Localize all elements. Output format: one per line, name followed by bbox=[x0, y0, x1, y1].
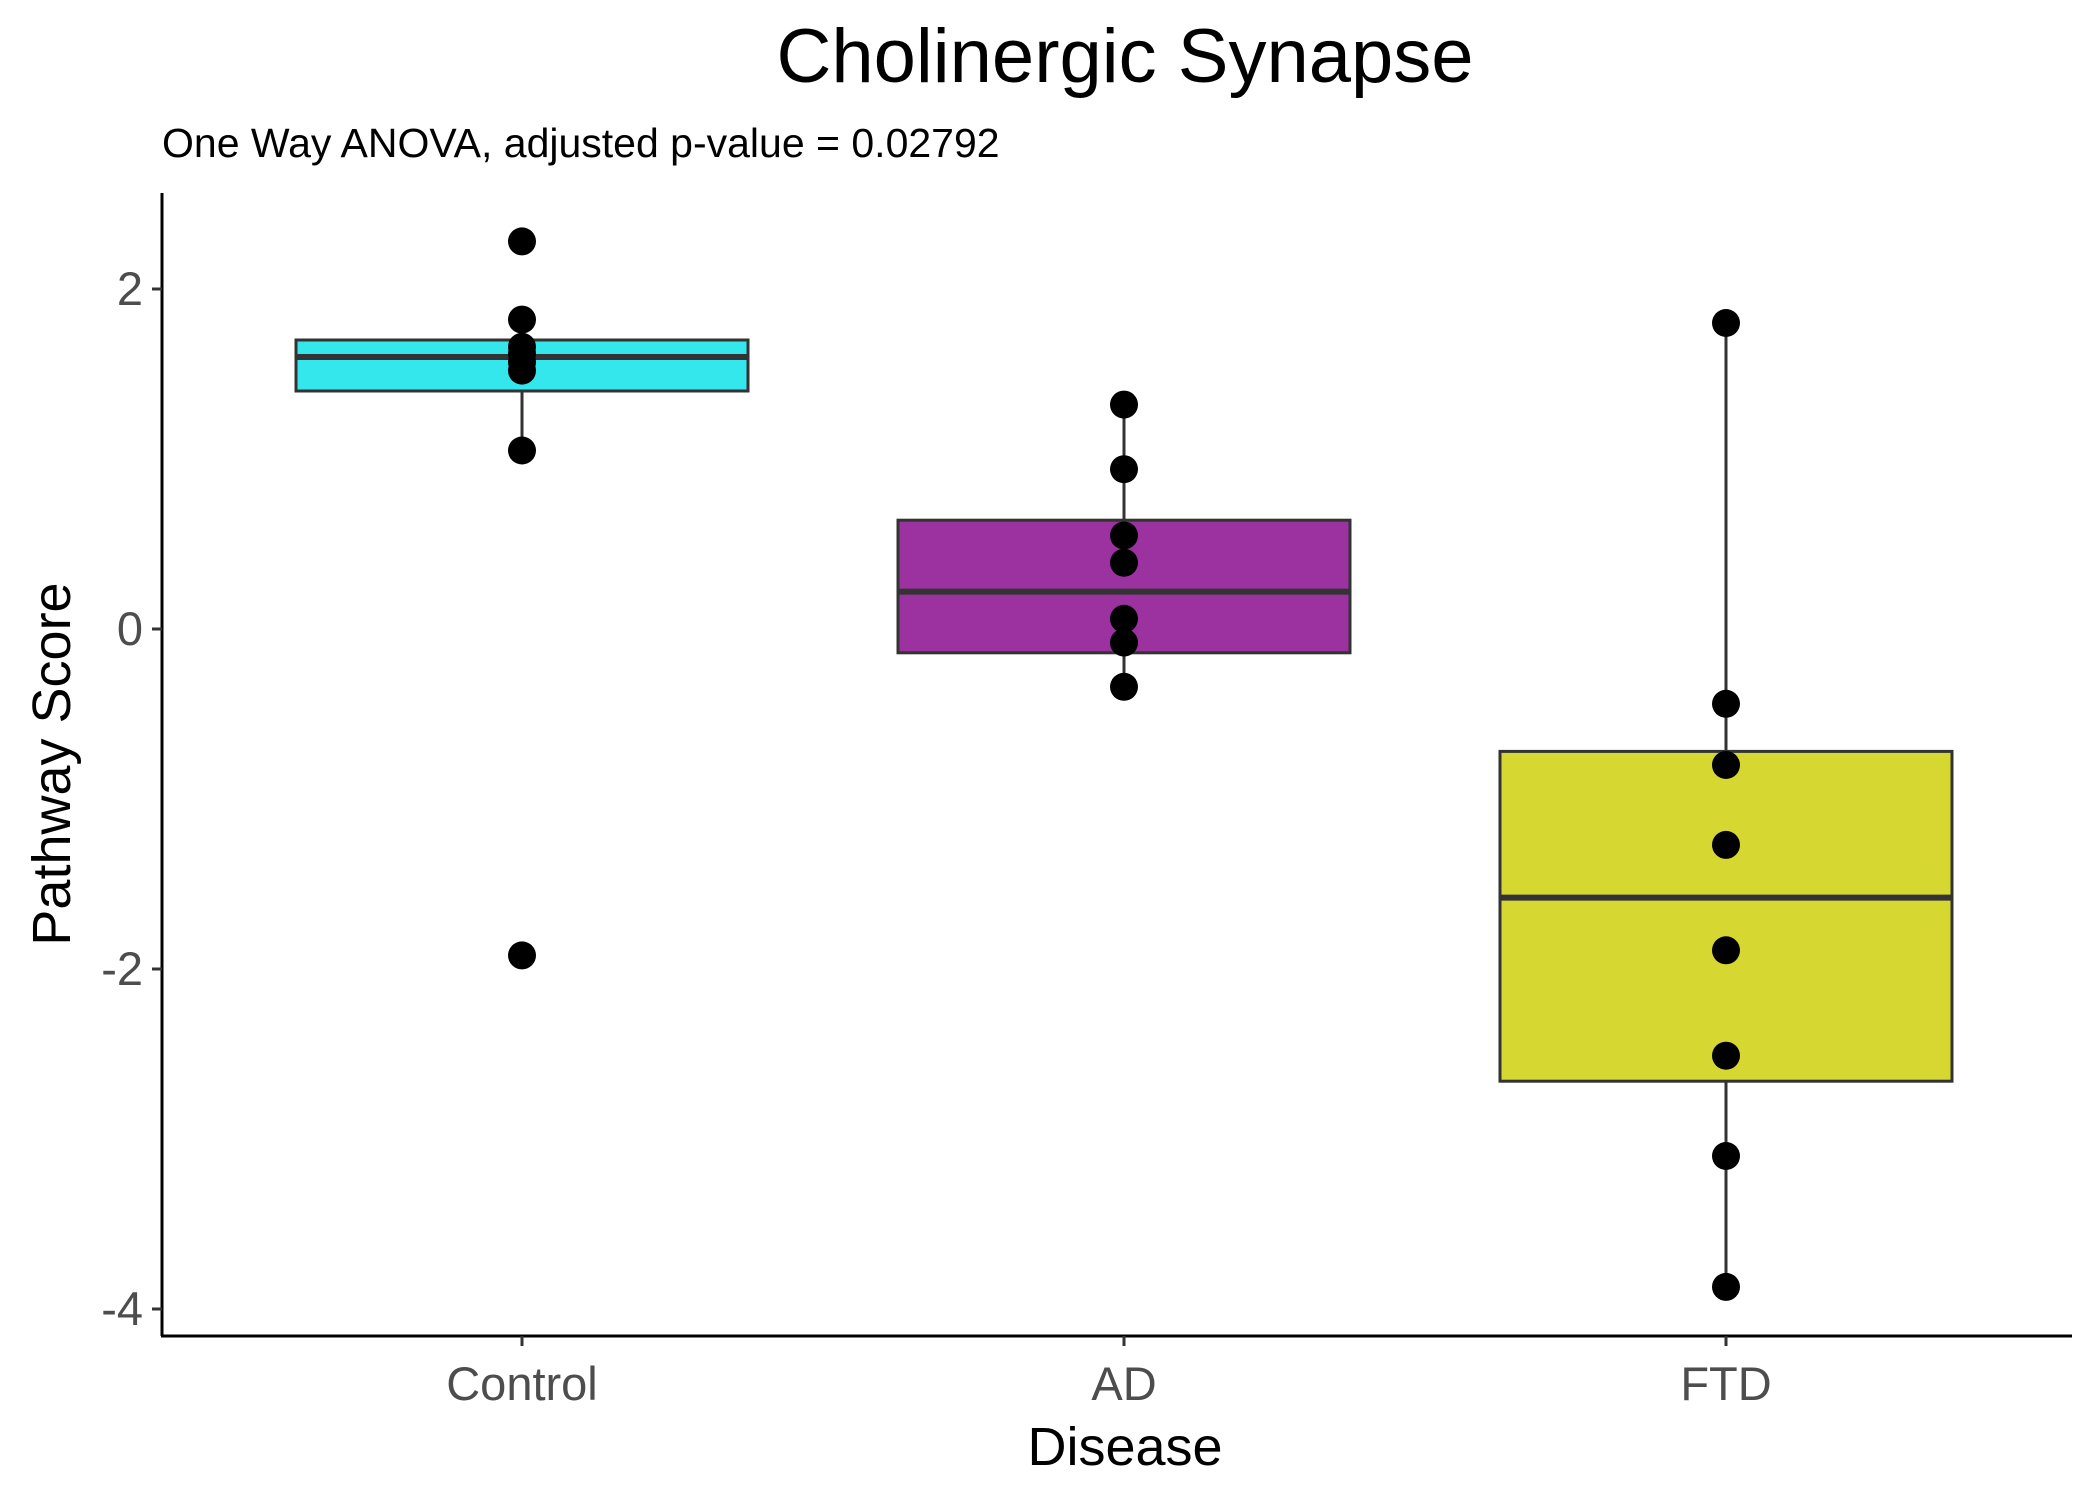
data-point bbox=[1712, 689, 1740, 718]
data-point bbox=[1712, 1142, 1740, 1170]
box-group-control bbox=[294, 227, 750, 970]
y-axis-title: Pathway Score bbox=[22, 582, 82, 945]
chart-title: Cholinergic Synapse bbox=[776, 14, 1473, 99]
data-point bbox=[508, 941, 536, 970]
data-point bbox=[1712, 751, 1740, 779]
data-point bbox=[1110, 390, 1138, 419]
x-axis-title: Disease bbox=[1027, 1417, 1222, 1477]
y-tick-label: -4 bbox=[101, 1282, 143, 1335]
data-point bbox=[1712, 830, 1740, 859]
box-group-ftd bbox=[1498, 309, 1954, 1301]
y-axis-ticks: 2 0 -2 -4 bbox=[101, 262, 162, 1335]
data-point bbox=[508, 305, 536, 334]
data-point bbox=[1110, 521, 1138, 550]
box bbox=[1498, 749, 1954, 1083]
data-point bbox=[508, 436, 536, 465]
x-tick-label: FTD bbox=[1680, 1357, 1771, 1410]
data-point bbox=[1110, 672, 1138, 701]
data-point bbox=[1110, 628, 1138, 657]
data-point bbox=[1712, 309, 1740, 337]
data-point bbox=[1712, 936, 1740, 965]
y-tick-label: 0 bbox=[117, 602, 143, 655]
data-point bbox=[508, 356, 536, 385]
data-point bbox=[1110, 455, 1138, 484]
data-point bbox=[1712, 1041, 1740, 1070]
x-tick-label: Control bbox=[446, 1357, 598, 1410]
x-axis-ticks: Control AD FTD bbox=[446, 1336, 1772, 1410]
chart-subtitle: One Way ANOVA, adjusted p-value = 0.0279… bbox=[162, 120, 1000, 166]
y-tick-label: -2 bbox=[101, 942, 143, 995]
data-point bbox=[508, 227, 536, 256]
data-point bbox=[1110, 548, 1138, 577]
plot-area bbox=[294, 227, 1954, 1301]
x-tick-label: AD bbox=[1091, 1357, 1156, 1410]
box-group-ad bbox=[896, 390, 1352, 701]
data-point bbox=[1110, 604, 1138, 633]
y-tick-label: 2 bbox=[117, 262, 143, 315]
data-point bbox=[1712, 1272, 1740, 1301]
